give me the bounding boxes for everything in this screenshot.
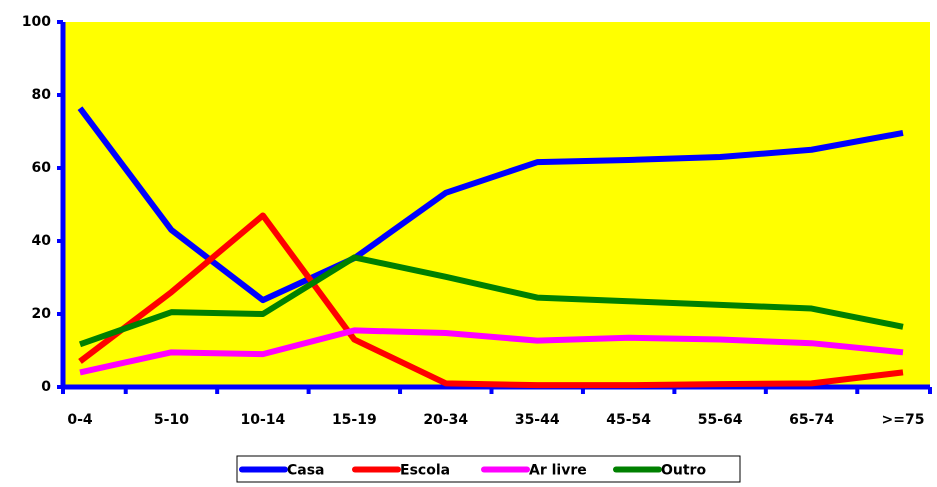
y-tick-label: 40 [32, 233, 52, 249]
legend-label: Outro [661, 463, 706, 479]
series-line [79, 254, 904, 348]
series-line [77, 106, 904, 304]
x-tick-label: 0-4 [67, 412, 93, 428]
series-line [78, 212, 904, 389]
y-tick-label: 0 [41, 379, 51, 395]
y-tick-label: 100 [22, 14, 51, 30]
plot-area [63, 22, 930, 387]
x-tick-label: 55-64 [698, 412, 743, 428]
x-tick-label: 45-54 [606, 412, 651, 428]
x-tick-label: >=75 [882, 412, 925, 428]
y-tick-label: 80 [32, 87, 52, 103]
legend-label: Escola [400, 463, 450, 479]
x-tick-label: 5-10 [154, 412, 189, 428]
x-tick-label: 15-19 [332, 412, 377, 428]
legend-label: Ar livre [529, 463, 587, 479]
x-tick-label: 35-44 [515, 412, 560, 428]
x-tick-label: 20-34 [423, 412, 468, 428]
x-tick-label: 10-14 [240, 412, 285, 428]
x-tick-label: 65-74 [789, 412, 834, 428]
series-line [79, 327, 904, 376]
legend-label: Casa [287, 463, 325, 479]
y-tick-label: 60 [32, 160, 52, 176]
y-tick-label: 20 [32, 306, 52, 322]
